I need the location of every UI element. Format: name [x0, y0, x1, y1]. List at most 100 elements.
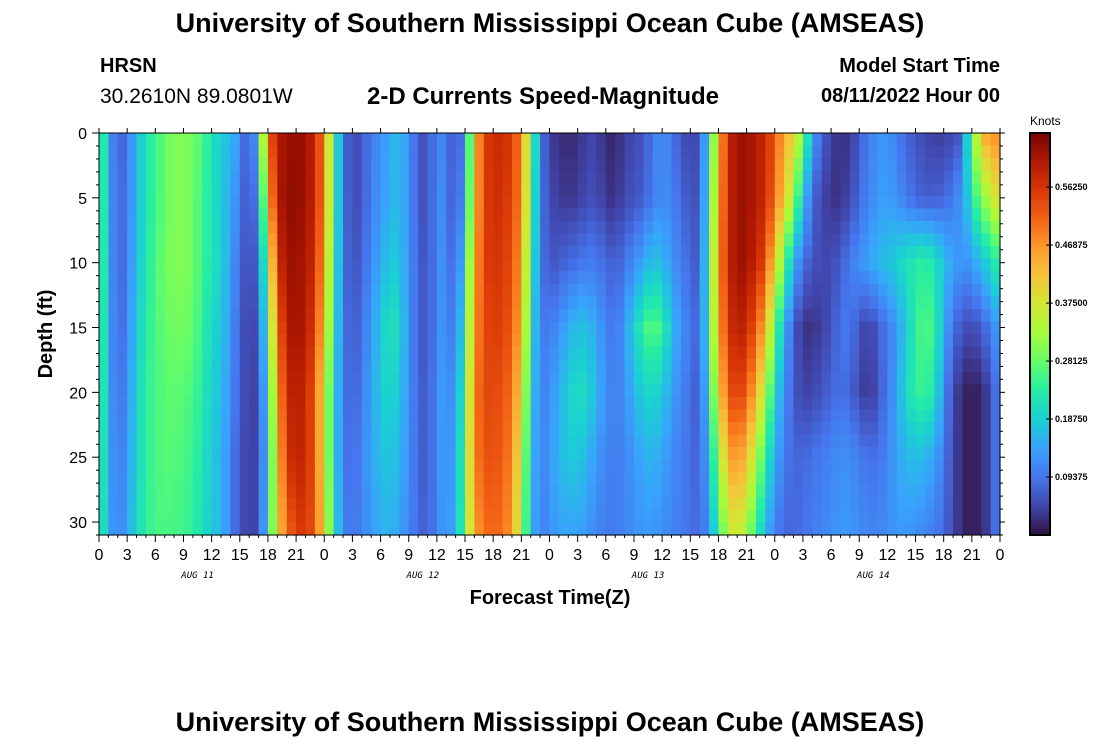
x-tick-label: 3 [798, 547, 807, 564]
heatmap-cell [633, 233, 644, 247]
heatmap-cell [924, 308, 935, 323]
heatmap-cell [145, 321, 156, 335]
heatmap-cell [558, 459, 569, 473]
heatmap-cell [596, 321, 607, 335]
heatmap-cell [145, 158, 156, 172]
heatmap-cell [746, 509, 757, 524]
heatmap-cell [99, 497, 109, 511]
heatmap-cell [530, 296, 541, 310]
heatmap-cell [502, 396, 513, 410]
heatmap-cell [202, 434, 213, 448]
heatmap-cell [427, 170, 438, 184]
heatmap-cell [784, 271, 795, 285]
heatmap-cell [849, 183, 860, 197]
heatmap-cell [671, 384, 682, 398]
heatmap-cell [343, 497, 354, 511]
heatmap-cell [568, 421, 579, 436]
heatmap-cell [174, 447, 185, 461]
heatmap-cell [530, 497, 541, 511]
heatmap-cell [380, 497, 391, 511]
heatmap-cell [596, 145, 607, 159]
heatmap-cell [230, 246, 241, 260]
heatmap-cell [615, 522, 626, 536]
heatmap-cell [474, 421, 485, 436]
colorbar-segment [1030, 390, 1050, 395]
heatmap-cell [568, 472, 579, 486]
heatmap-cell [493, 484, 504, 498]
heatmap-cell [239, 522, 250, 536]
colorbar-tick-label: 0.18750 [1055, 414, 1088, 424]
heatmap-cell [981, 158, 992, 172]
heatmap-cell [108, 246, 119, 260]
heatmap-cell [324, 346, 335, 360]
heatmap-cell [953, 509, 964, 524]
heatmap-cell [436, 133, 447, 147]
heatmap-cell [286, 133, 297, 147]
heatmap-cell [258, 396, 269, 410]
heatmap-cell [877, 308, 888, 323]
heatmap-cell [577, 220, 588, 235]
colorbar-segment [1030, 401, 1050, 405]
heatmap-cell [587, 170, 598, 184]
heatmap-cell [774, 346, 785, 360]
heatmap-cell [192, 170, 203, 184]
heatmap-cell [380, 447, 391, 461]
heatmap-cell [643, 421, 654, 436]
colorbar-segment [1030, 323, 1050, 328]
heatmap-cell [831, 346, 842, 360]
heatmap-cell [877, 321, 888, 335]
colorbar-segment [1030, 330, 1050, 335]
heatmap-cell [455, 308, 466, 323]
colorbar-segment [1030, 173, 1050, 178]
heatmap-cell [333, 308, 344, 323]
heatmap-cell [277, 233, 288, 247]
heatmap-cell [446, 246, 457, 260]
heatmap-cell [793, 258, 804, 272]
heatmap-cell [840, 434, 851, 448]
heatmap-cell [324, 447, 335, 461]
heatmap-cell [887, 258, 898, 272]
heatmap-cell [671, 133, 682, 147]
heatmap-cell [502, 434, 513, 448]
heatmap-cell [662, 220, 673, 235]
heatmap-cell [906, 220, 917, 235]
heatmap-cell [371, 308, 382, 323]
heatmap-cell [877, 246, 888, 260]
heatmap-cell [117, 296, 128, 310]
heatmap-cell [474, 409, 485, 423]
heatmap-cell [596, 334, 607, 348]
heatmap-cell [840, 409, 851, 423]
heatmap-cell [690, 271, 701, 285]
heatmap-cell [699, 447, 710, 461]
heatmap-cell [709, 409, 720, 423]
heatmap-cell [568, 359, 579, 373]
heatmap-cell [474, 283, 485, 297]
heatmap-cell [136, 246, 147, 260]
heatmap-cell [145, 283, 156, 297]
heatmap-cell [221, 434, 231, 448]
heatmap-cell [136, 233, 147, 247]
heatmap-cell [877, 208, 888, 222]
heatmap-cell [502, 459, 513, 473]
colorbar-segment [1030, 200, 1050, 204]
heatmap-cell [352, 459, 363, 473]
heatmap-cell [511, 346, 522, 360]
heatmap-cell [389, 371, 400, 385]
heatmap-cell [108, 133, 119, 147]
heatmap-cell [314, 497, 325, 511]
heatmap-cell [192, 133, 203, 147]
heatmap-cell [587, 183, 598, 197]
heatmap-cell [802, 208, 813, 222]
heatmap-cell [183, 459, 194, 473]
heatmap-cell [418, 497, 429, 511]
colorbar-segment [1030, 293, 1050, 298]
heatmap-cell [117, 396, 128, 410]
heatmap-cell [145, 346, 156, 360]
heatmap-cell [455, 434, 466, 448]
heatmap-cell [906, 484, 917, 498]
colorbar-segment [1030, 434, 1050, 439]
heatmap-cell [521, 434, 532, 448]
heatmap-cell [615, 170, 626, 184]
heatmap-cell [981, 133, 992, 147]
heatmap-cell [192, 522, 203, 536]
